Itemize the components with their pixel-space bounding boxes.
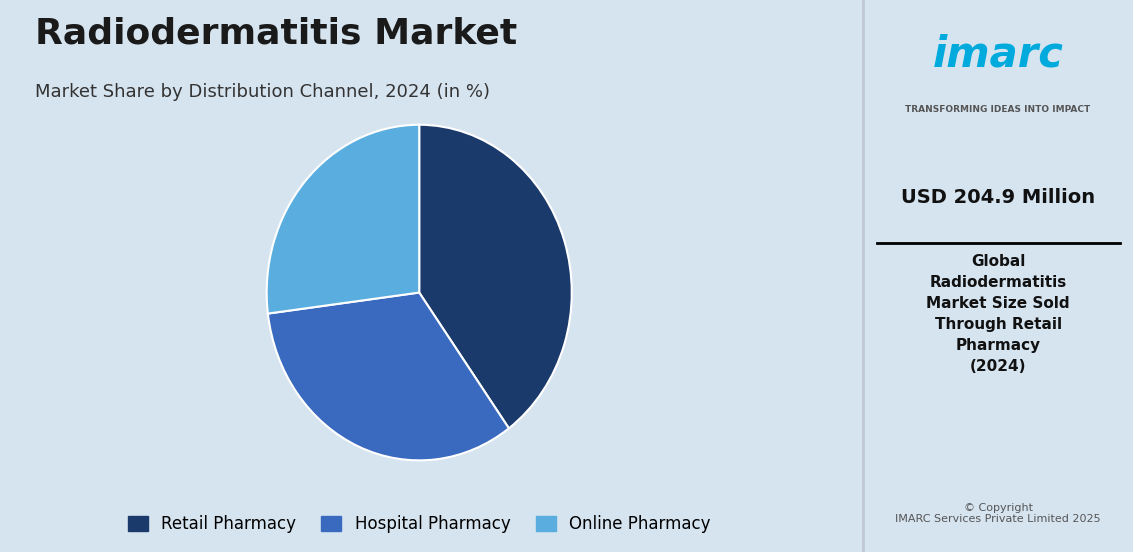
Text: © Copyright
IMARC Services Private Limited 2025: © Copyright IMARC Services Private Limit…: [895, 503, 1101, 524]
Text: imarc: imarc: [932, 33, 1064, 75]
Text: Radiodermatitis Market: Radiodermatitis Market: [34, 17, 517, 51]
Wedge shape: [266, 125, 419, 314]
Text: TRANSFORMING IDEAS INTO IMPACT: TRANSFORMING IDEAS INTO IMPACT: [905, 105, 1091, 114]
Legend: Retail Pharmacy, Hospital Pharmacy, Online Pharmacy: Retail Pharmacy, Hospital Pharmacy, Onli…: [121, 509, 717, 540]
Text: USD 204.9 Million: USD 204.9 Million: [901, 188, 1096, 206]
Wedge shape: [419, 125, 572, 428]
Text: Global
Radiodermatitis
Market Size Sold
Through Retail
Pharmacy
(2024): Global Radiodermatitis Market Size Sold …: [927, 254, 1070, 374]
Wedge shape: [267, 293, 509, 460]
Text: Market Share by Distribution Channel, 2024 (in %): Market Share by Distribution Channel, 20…: [34, 83, 489, 101]
